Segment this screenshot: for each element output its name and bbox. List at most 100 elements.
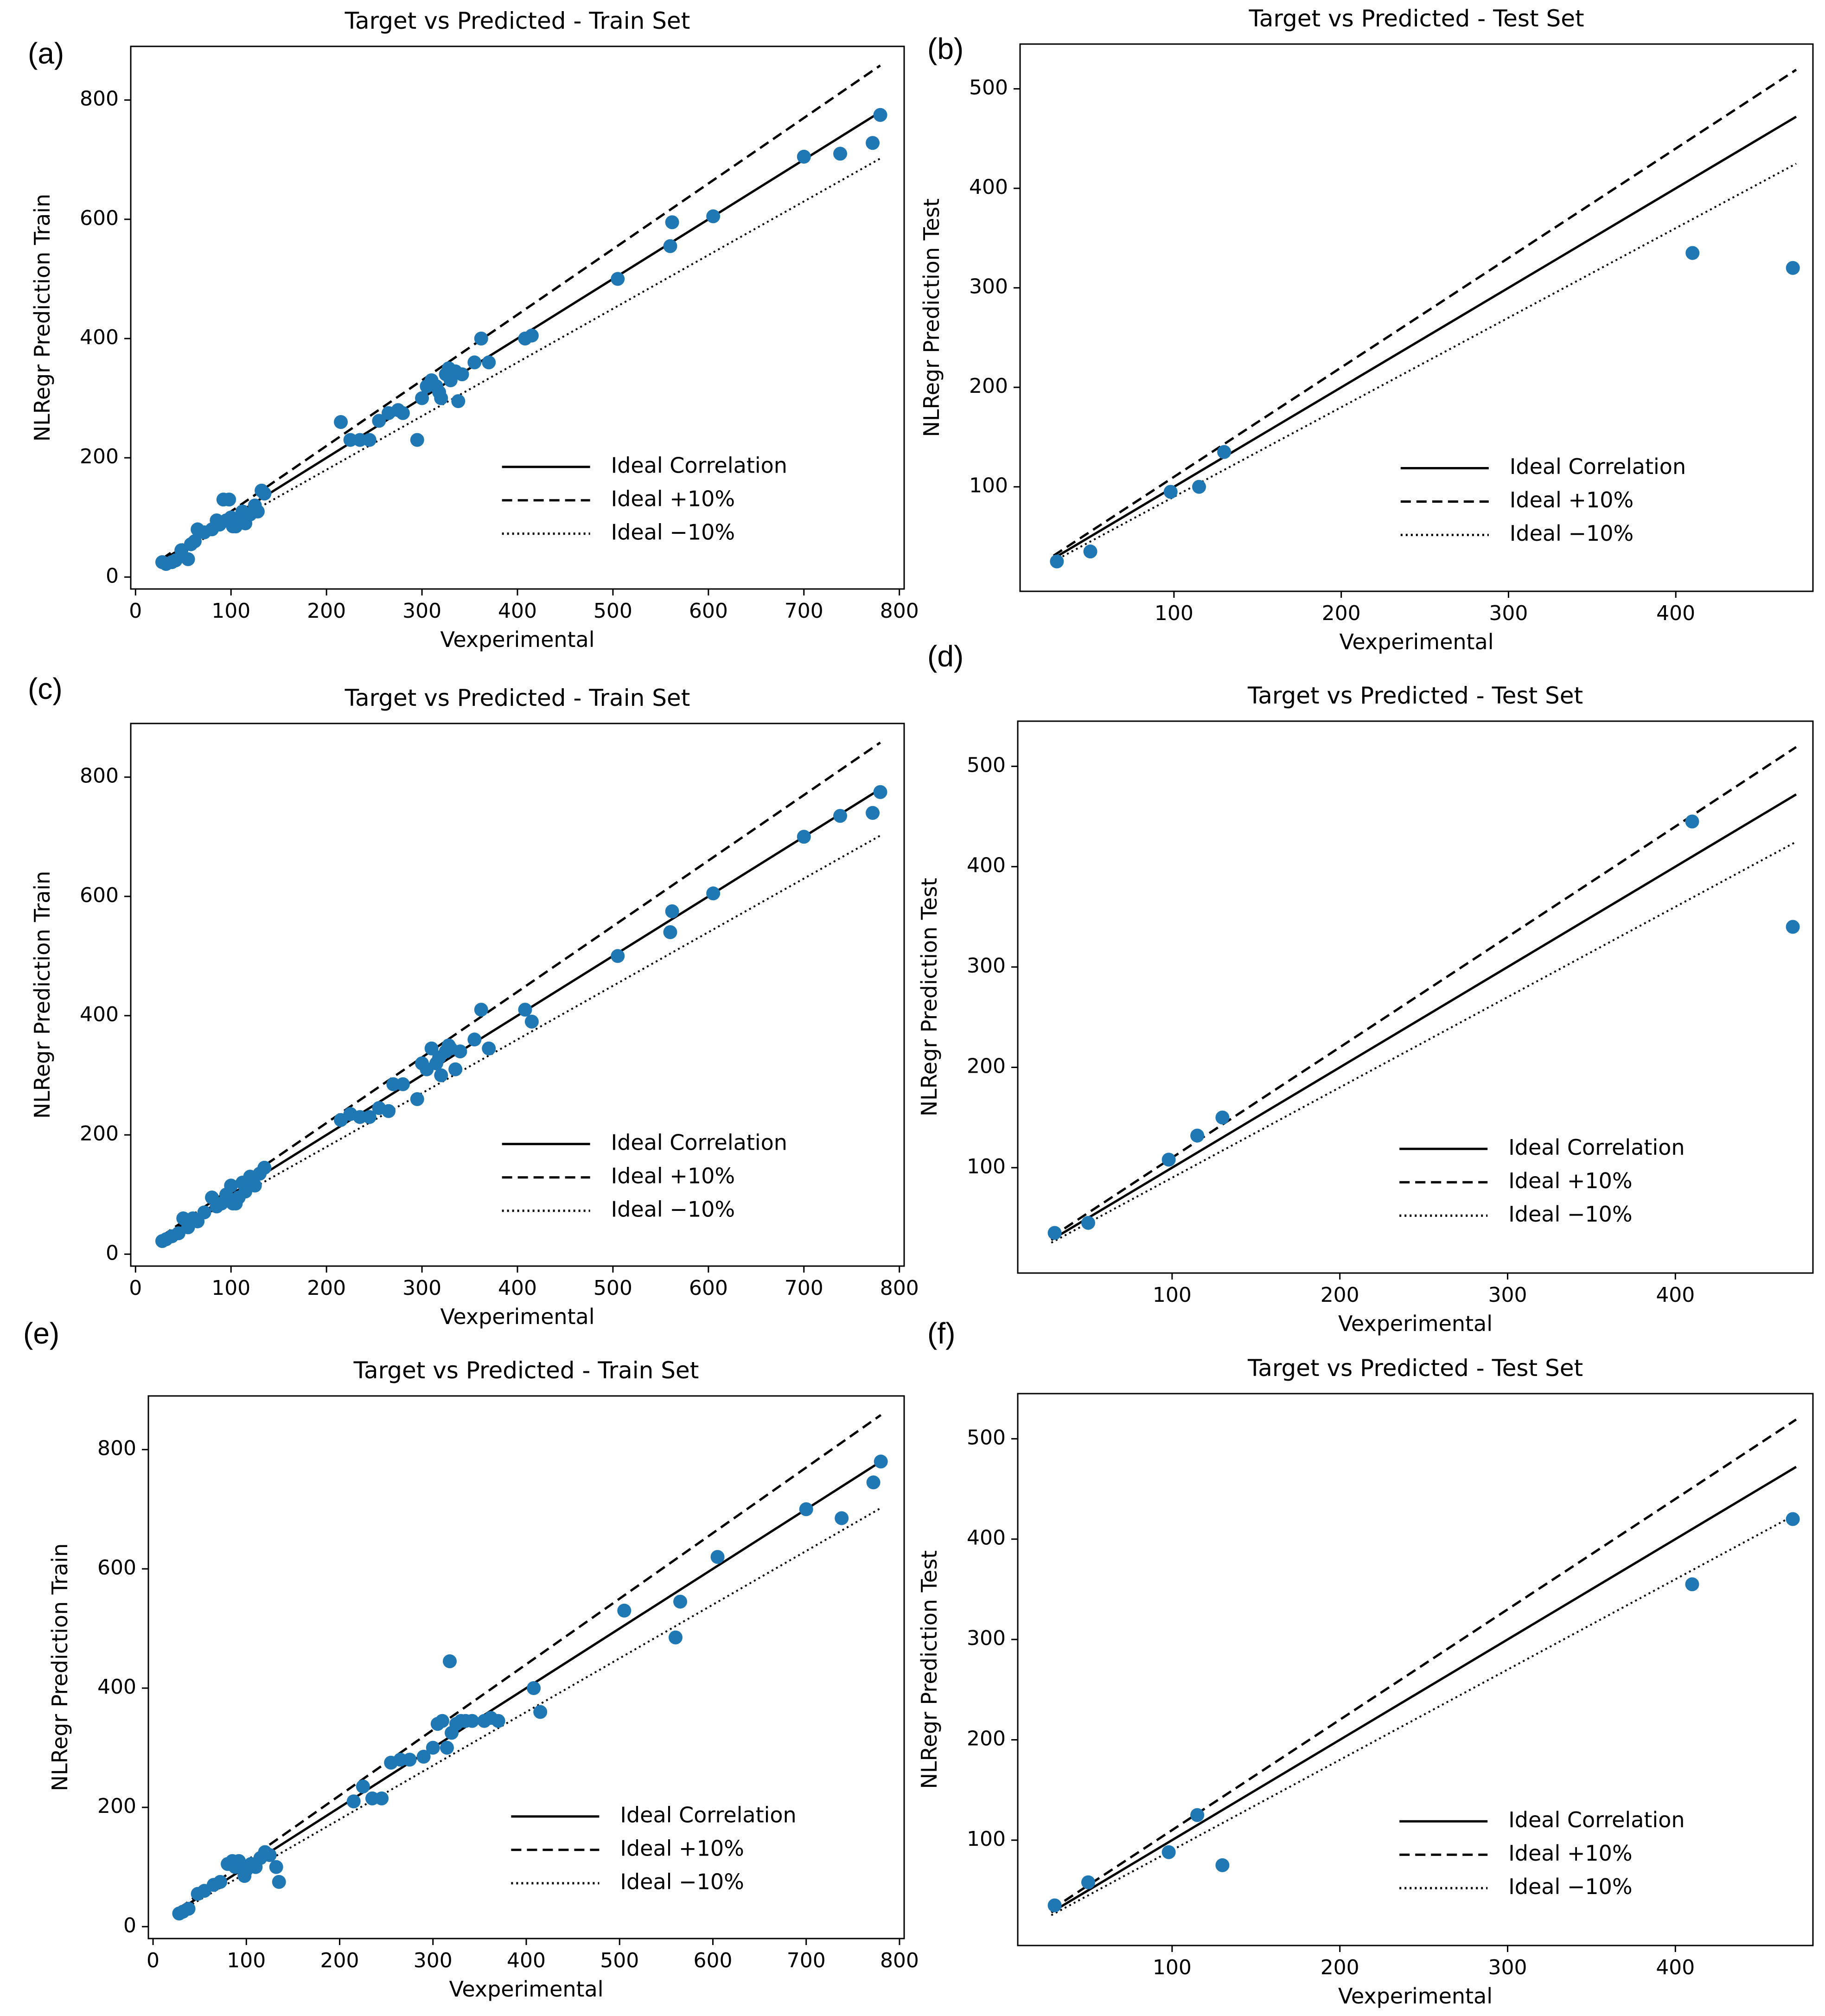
y-tick-label: 600	[80, 883, 119, 907]
data-point	[1047, 1898, 1062, 1913]
y-tick-label: 400	[967, 1526, 1006, 1550]
ideal-correlation-line	[1051, 793, 1797, 1241]
data-point	[353, 1110, 367, 1124]
data-point	[248, 1178, 262, 1193]
x-axis-label: Vexperimental	[1339, 629, 1493, 654]
data-point	[1685, 1577, 1699, 1592]
y-tick-label: 400	[969, 175, 1008, 199]
x-tick-label: 500	[593, 1276, 632, 1300]
y-tick-label: 300	[967, 954, 1006, 978]
legend: Ideal Correlation Ideal +10% Ideal −10%	[1399, 1807, 1685, 1899]
legend-ideal-minus-10-label: Ideal −10%	[611, 519, 735, 544]
legend-ideal-plus-10-label: Ideal +10%	[620, 1836, 744, 1861]
x-tick-label: 0	[129, 599, 142, 623]
x-tick-label: 100	[1153, 1956, 1192, 1979]
x-tick-label: 700	[785, 1276, 823, 1300]
data-point	[224, 1178, 238, 1193]
plot-frame	[1017, 720, 1814, 1274]
data-point	[197, 1205, 211, 1220]
chart-title: Target vs Predicted - Test Set	[1248, 5, 1584, 32]
ideal-minus-10-line	[1051, 841, 1797, 1244]
x-tick-label: 0	[129, 1276, 142, 1300]
data-point	[346, 1794, 361, 1809]
y-tick-label: 500	[969, 76, 1008, 100]
x-axis-label: Vexperimental	[449, 1977, 603, 2002]
x-tick-label: 100	[1153, 1283, 1192, 1307]
data-point	[1190, 1808, 1205, 1822]
y-tick-label: 300	[969, 275, 1008, 299]
data-point	[866, 806, 880, 820]
data-point	[663, 239, 677, 253]
chart-panel-2: (b) Target vs Predicted - Test Set 100 200 3…	[919, 5, 1814, 654]
data-point	[353, 433, 367, 447]
legend: Ideal Correlation Ideal +10% Ideal −10%	[1399, 1135, 1685, 1227]
data-point	[386, 1077, 401, 1091]
data-point	[833, 147, 848, 161]
y-tick-label: 800	[80, 87, 119, 111]
y-tick-label: 200	[967, 1054, 1006, 1078]
data-point	[455, 367, 469, 382]
chart-title: Target vs Predicted - Test Set	[1247, 1355, 1583, 1382]
y-tick-label: 0	[106, 1241, 119, 1265]
data-point	[375, 1791, 389, 1805]
chart-panel-4: (d) Target vs Predicted - Test Set 100 200 3…	[917, 640, 1814, 1336]
data-point	[1786, 261, 1800, 275]
legend-ideal-plus-10-label: Ideal +10%	[611, 486, 735, 511]
ideal-correlation-line	[1053, 115, 1797, 560]
data-point	[440, 1741, 454, 1755]
legend-ideal-correlation-label: Ideal Correlation	[611, 1130, 787, 1155]
chart-title: Target vs Predicted - Test Set	[1247, 682, 1583, 709]
data-point	[410, 1092, 424, 1106]
data-point	[1161, 1152, 1176, 1167]
data-point	[797, 149, 811, 164]
data-point	[873, 785, 887, 799]
x-tick-label: 300	[414, 1949, 453, 1972]
y-axis-label: NLRegr Prediction Train	[30, 194, 55, 442]
legend-ideal-minus-10-label: Ideal −10%	[1508, 1874, 1632, 1899]
y-tick-label: 200	[97, 1794, 136, 1818]
ideal-correlation-line	[1051, 1466, 1797, 1914]
data-point	[874, 1454, 888, 1469]
x-tick-label: 600	[689, 599, 728, 623]
data-point	[1161, 1845, 1176, 1859]
data-point	[415, 391, 429, 405]
data-point	[1192, 480, 1206, 494]
data-point	[1215, 1110, 1230, 1125]
data-point	[250, 504, 265, 518]
chart-panel-3: (c) Target vs Predicted - Train Set 0 100 20…	[28, 672, 919, 1329]
y-tick-label: 400	[97, 1675, 136, 1699]
y-axis-label: NLRegr Prediction Train	[30, 871, 55, 1119]
x-axis-label: Vexperimental	[1338, 1984, 1493, 2009]
data-point	[1190, 1128, 1205, 1143]
data-point	[518, 1003, 532, 1017]
chart-panel-6: (f) Target vs Predicted - Test Set 100 200 3…	[917, 1317, 1814, 2009]
x-tick-label: 800	[880, 599, 919, 623]
y-tick-label: 300	[967, 1626, 1006, 1650]
data-point	[1215, 1858, 1230, 1872]
x-tick-label: 100	[211, 599, 250, 623]
data-point	[482, 1041, 496, 1056]
x-tick-label: 300	[1488, 1283, 1527, 1307]
data-point	[673, 1594, 688, 1609]
y-tick-label: 600	[80, 206, 119, 230]
legend: Ideal Correlation Ideal +10% Ideal −10%	[502, 453, 787, 544]
plot-frame	[1017, 1393, 1814, 1946]
x-axis-label: Vexperimental	[440, 1304, 594, 1329]
ideal-plus-10-line	[161, 742, 881, 1237]
data-point	[1050, 554, 1064, 569]
x-tick-label: 300	[1489, 602, 1528, 625]
legend-ideal-correlation-label: Ideal Correlation	[1510, 454, 1686, 479]
x-tick-label: 400	[1656, 602, 1695, 625]
legend: Ideal Correlation Ideal +10% Ideal −10%	[511, 1802, 797, 1894]
legend-ideal-correlation-label: Ideal Correlation	[611, 453, 787, 478]
panel-label: (a)	[28, 37, 64, 70]
x-tick-label: 500	[593, 599, 632, 623]
y-tick-label: 200	[80, 445, 119, 468]
chart-title: Target vs Predicted - Train Set	[345, 7, 690, 34]
data-point	[181, 1901, 196, 1916]
data-point	[474, 1003, 488, 1017]
x-tick-label: 100	[1155, 602, 1193, 625]
y-tick-label: 400	[967, 854, 1006, 877]
data-point	[343, 433, 357, 447]
data-point	[797, 830, 811, 844]
